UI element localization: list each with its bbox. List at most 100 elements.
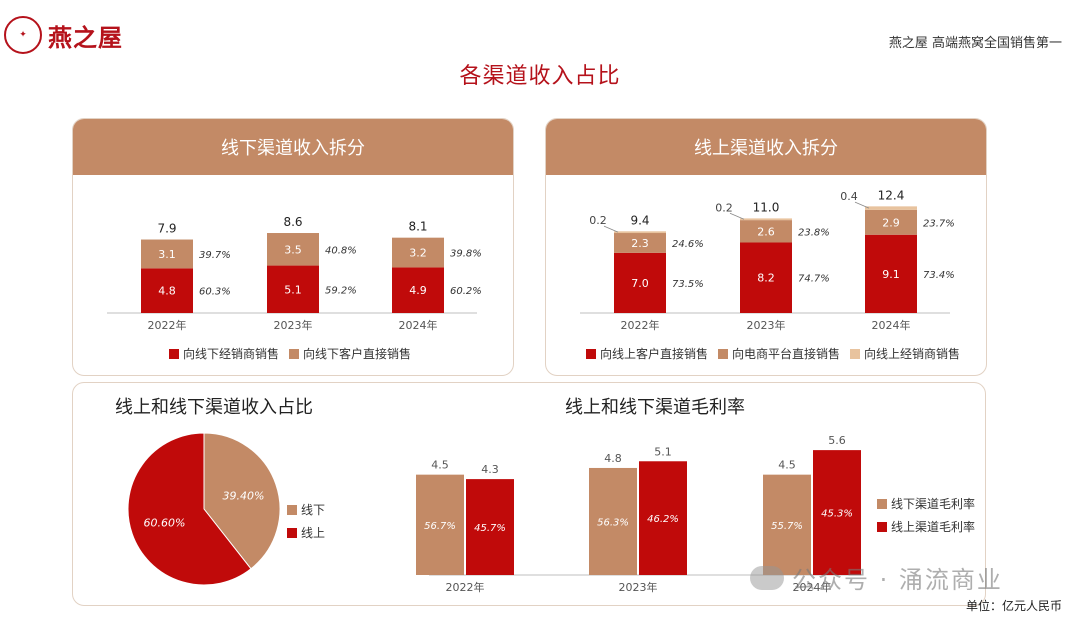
x-tick-label: 2022年 xyxy=(148,318,187,332)
total-label: 9.4 xyxy=(630,213,649,227)
bar-value-label: 4.8 xyxy=(158,285,176,298)
share-label: 60.3% xyxy=(199,287,231,298)
bar-value-label: 4.5 xyxy=(431,459,449,472)
pie-slice-label: 60.60% xyxy=(144,517,186,530)
x-tick-label: 2023年 xyxy=(747,318,786,332)
bar-value-label: 2.6 xyxy=(757,225,775,238)
bar-segment xyxy=(267,265,319,313)
bar-value-label: 5.1 xyxy=(284,283,302,296)
legend-swatch xyxy=(877,498,887,509)
legend-label: 线下 xyxy=(301,503,326,517)
bar-inner-label: 45.7% xyxy=(474,523,506,534)
bar-value-label: 5.1 xyxy=(654,445,672,458)
legend-item: 线上 xyxy=(287,524,325,541)
legend-swatch xyxy=(718,348,729,359)
bar-value-label: 0.4 xyxy=(840,190,858,203)
bottom-panel: 线上和线下渠道收入占比 线上和线下渠道毛利率 39.40% 60.60% 4.5 5… xyxy=(72,382,986,606)
bar-value-label: 4.8 xyxy=(604,452,622,465)
bar-value-label: 0.2 xyxy=(715,201,733,214)
pie-slice xyxy=(127,432,252,586)
page-title: 各渠道收入占比 xyxy=(459,64,621,89)
legend-item: 线上渠道毛利率 xyxy=(877,518,975,535)
bar-value-label: 3.5 xyxy=(284,243,302,256)
legend-label: 向线下经销商销售 xyxy=(183,347,280,361)
legend-item: 线下渠道毛利率 xyxy=(877,495,975,512)
bar xyxy=(466,479,514,575)
bar xyxy=(639,461,687,575)
share-label: 39.8% xyxy=(450,249,482,260)
offline-revenue-chart: 4.8 60.3% 3.1 39.7% 7.9 2022年 5.1 59.2% 3.5 40.8%… xyxy=(107,215,482,332)
channel-share-pie: 39.40% 60.60% xyxy=(127,432,281,586)
offline-legend: 向线下经销商销售 向线下客户直接销售 xyxy=(169,345,411,362)
bar-inner-label: 46.2% xyxy=(647,514,679,525)
online-legend: 向线上客户直接销售 向电商平台直接销售 向线上经销商销售 xyxy=(586,345,960,362)
legend-label: 线下渠道毛利率 xyxy=(891,497,976,511)
legend-swatch xyxy=(169,348,179,359)
x-tick-label: 2023年 xyxy=(619,580,658,594)
legend-item: 向电商平台直接销售 xyxy=(718,345,840,362)
total-label: 8.1 xyxy=(408,220,427,234)
bar-inner-label: 56.7% xyxy=(424,521,456,532)
pie-chart-title: 线上和线下渠道收入占比 xyxy=(115,397,313,418)
margin-chart-title: 线上和线下渠道毛利率 xyxy=(565,397,745,418)
share-label: 59.2% xyxy=(325,285,357,296)
bar-value-label: 2.3 xyxy=(631,237,649,250)
total-label: 11.0 xyxy=(753,200,780,214)
bar-segment xyxy=(392,267,444,313)
leader-line xyxy=(603,225,619,233)
legend-item: 向线上客户直接销售 xyxy=(586,345,708,362)
x-tick-label: 2022年 xyxy=(446,580,485,594)
bar xyxy=(763,474,811,575)
share-label: 23.7% xyxy=(923,218,955,229)
bar-value-label: 9.1 xyxy=(882,268,900,281)
total-label: 8.6 xyxy=(283,215,302,229)
bar xyxy=(813,450,861,575)
share-label: 39.7% xyxy=(199,250,231,261)
legend-label: 线上渠道毛利率 xyxy=(891,520,976,534)
bar-value-label: 7.0 xyxy=(631,277,649,290)
legend-label: 线上 xyxy=(301,526,326,540)
slogan: 燕之屋 高端燕窝全国销售第一 xyxy=(888,36,1062,51)
legend-item: 向线下客户直接销售 xyxy=(289,345,411,362)
legend-swatch xyxy=(287,504,297,515)
leader-line xyxy=(729,212,745,220)
legend-label: 向线上客户直接销售 xyxy=(600,347,709,361)
watermark: 公众号 · 涌流商业 xyxy=(750,560,1003,595)
offline-panel-title: 线下渠道收入拆分 xyxy=(73,119,513,175)
x-tick-label: 2024年 xyxy=(793,580,832,594)
brand-name: 燕之屋 xyxy=(48,22,123,52)
bar-value-label: 0.2 xyxy=(589,214,607,227)
share-label: 60.2% xyxy=(450,286,482,297)
legend-item: 线下 xyxy=(287,501,325,518)
total-label: 12.4 xyxy=(878,188,905,202)
bar-value-label: 4.9 xyxy=(409,284,427,297)
wechat-icon xyxy=(750,565,784,590)
margin-legend: 线下渠道毛利率 线上渠道毛利率 xyxy=(877,495,975,535)
bar-value-label: 2.9 xyxy=(882,216,900,229)
bar-segment xyxy=(865,234,917,313)
bar-segment xyxy=(614,252,666,313)
legend-item: 向线下经销商销售 xyxy=(169,345,279,362)
bar-segment xyxy=(740,242,792,313)
online-panel-title: 线上渠道收入拆分 xyxy=(546,119,986,175)
bar-segment xyxy=(865,206,917,210)
legend-label: 向线下客户直接销售 xyxy=(303,347,412,361)
watermark-text: 公众号 · 涌流商业 xyxy=(792,566,1003,594)
legend-swatch xyxy=(289,348,300,359)
swallow-logo-icon: ✦ xyxy=(4,16,42,54)
brand-logo: ✦ 燕之屋 xyxy=(4,16,123,54)
legend-label: 向电商平台直接销售 xyxy=(732,347,841,361)
bar-segment xyxy=(141,268,193,313)
leader-line xyxy=(854,201,870,209)
legend-label: 向线上经销商销售 xyxy=(864,347,961,361)
pie-slice-label: 39.40% xyxy=(223,489,265,502)
bar-segment xyxy=(865,209,917,235)
bar-inner-label: 55.7% xyxy=(771,521,803,532)
online-panel: 线上渠道收入拆分 7.0 73.5% 2.3 24.6% 0.2 9.4 2022年 8.2 7… xyxy=(545,118,987,376)
bar-segment xyxy=(141,239,193,269)
bar-value-label: 8.2 xyxy=(757,272,775,285)
bar xyxy=(416,474,464,575)
bar-segment xyxy=(740,218,792,221)
bar-segment xyxy=(267,233,319,266)
bar-segment xyxy=(740,220,792,243)
